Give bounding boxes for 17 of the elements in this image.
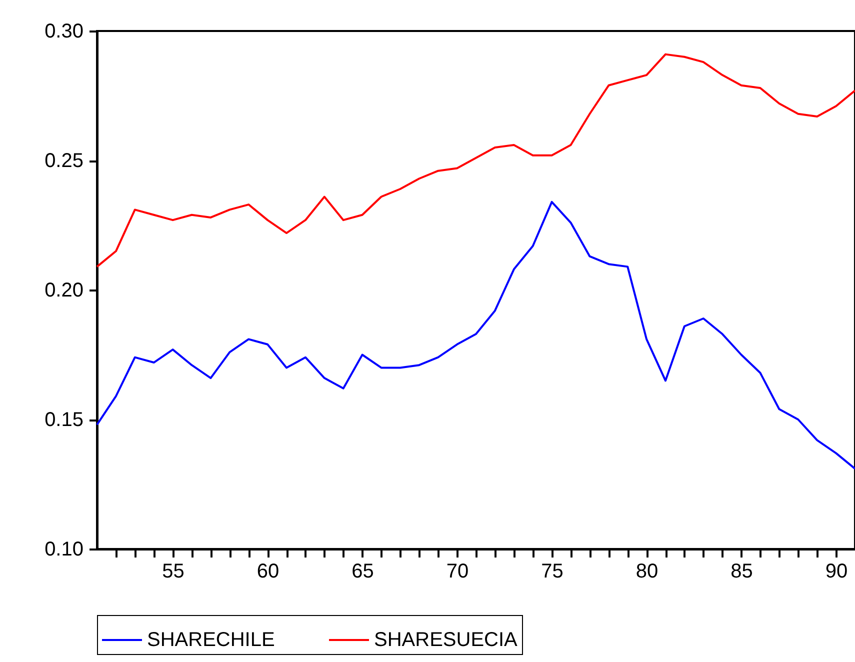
y-tick-label: 0.25	[44, 150, 84, 172]
y-tick-label: 0.30	[44, 20, 84, 42]
x-tick-label: 60	[256, 560, 280, 582]
x-tick-label: 80	[636, 560, 658, 582]
x-tick-label: 75	[541, 560, 564, 582]
line-series	[96, 200, 855, 470]
x-tick-label: 65	[352, 560, 374, 582]
x-tick-label: 55	[162, 560, 184, 582]
y-tick-label: 0.20	[44, 280, 84, 302]
x-tick-label: 85	[730, 560, 753, 582]
legend-label: SHARECHILE	[147, 629, 275, 651]
x-tick-label: 70	[446, 560, 469, 582]
y-tick-label: 0.10	[44, 538, 84, 560]
line-series	[96, 53, 855, 268]
y-tick-label: 0.15	[44, 409, 84, 431]
x-tick-label: 90	[825, 560, 848, 582]
legend-label: SHARESUECIA	[374, 629, 518, 651]
